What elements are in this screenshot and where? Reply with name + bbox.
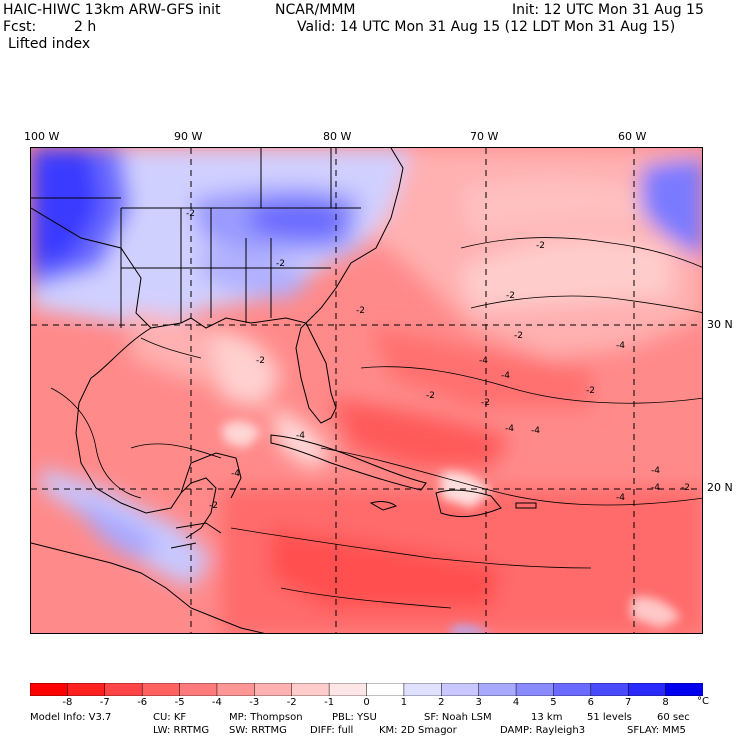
colorbar-tick-label: 8 — [662, 697, 669, 708]
colorbar-tick-label: -8 — [62, 697, 73, 708]
contour-lines — [50, 237, 702, 609]
contour-label-group: -2 -2 -2 -2 -2 -2 -2 -2 -4 -4 -4 -4 -4 -4 -4 -4 -2 -2 -4 -4… — [186, 209, 690, 511]
model-info-diff: DIFF: full — [310, 725, 354, 736]
colorbar-tick-label: 0 — [363, 697, 370, 708]
colorbar-swatch — [403, 682, 443, 697]
lat-label-20n: 20 N — [707, 481, 733, 494]
field-detail — [221, 421, 681, 633]
colorbar-tick-label: 2 — [438, 697, 445, 708]
contour-label: -4 — [505, 424, 514, 434]
colorbar — [29, 681, 704, 697]
colorbar-unit: °C — [697, 696, 709, 707]
organization-label: NCAR/MMM — [275, 2, 356, 18]
colorbar-tick-label: -5 — [174, 697, 185, 708]
lon-label-70w: 70 W — [470, 130, 499, 143]
contour-label: -2 — [426, 391, 435, 401]
map-canvas: -2 -2 -2 -2 -2 -2 -2 -2 -4 -4 -4 -4 -4 -4 -4 -4 -2 -2 -4 -4… — [31, 148, 702, 633]
contour-label: -4 — [651, 466, 660, 476]
colorbar-tick-label: 6 — [587, 697, 594, 708]
contour-label: -2 — [356, 306, 365, 316]
colorbar-swatch — [29, 682, 69, 697]
colorbar-swatch — [216, 682, 256, 697]
contour-label: -2 — [506, 291, 515, 301]
colorbar-swatch — [254, 682, 293, 697]
lat-label-30n: 30 N — [707, 318, 733, 331]
colorbar-tick-label: 3 — [475, 697, 482, 708]
contour-label: -2 — [514, 331, 523, 341]
colorbar-tick-label: -2 — [286, 697, 297, 708]
colorbar-swatch — [441, 682, 480, 697]
colorbar-tick-label: 4 — [512, 697, 520, 708]
colorbar-swatch — [553, 682, 592, 697]
lon-label-90w: 90 W — [174, 130, 203, 143]
model-info-sf: SF: Noah LSM — [424, 712, 492, 723]
model-info-pbl: PBL: YSU — [332, 712, 377, 723]
colorbar-swatch — [179, 682, 218, 697]
colorbar-tick-label: 5 — [550, 697, 557, 708]
colorbar-tick-label: -3 — [249, 697, 260, 708]
colorbar-swatch — [67, 682, 106, 697]
colorbar-swatch — [590, 682, 629, 697]
colorbar-swatch — [366, 682, 405, 697]
model-info-levels: 51 levels — [587, 712, 632, 723]
coastlines — [31, 148, 537, 633]
colorbar-tick-label: 1 — [400, 697, 408, 708]
lon-label-60w: 60 W — [618, 130, 647, 143]
colorbar-swatch — [515, 682, 555, 697]
colorbar-swatch — [291, 682, 330, 697]
contour-label: -4 — [501, 371, 510, 381]
contour-label: -4 — [531, 426, 540, 436]
colorbar-tick-label: -6 — [137, 697, 148, 708]
colorbar-swatch — [141, 682, 181, 697]
colorbar-tick-label: -1 — [324, 697, 335, 708]
colorbar-swatch — [627, 682, 667, 697]
colorbar-tick-label: -4 — [211, 697, 222, 708]
model-info-sw: SW: RRTMG — [229, 725, 287, 736]
contour-label: -2 — [256, 356, 265, 366]
colorbar-swatch — [104, 682, 143, 697]
valid-time: Valid: 14 UTC Mon 31 Aug 15 (12 LDT Mon … — [297, 19, 676, 35]
forecast-value: 2 h — [74, 19, 97, 35]
lon-label-100w: 100 W — [24, 130, 60, 143]
colorbar-swatch — [328, 682, 368, 697]
contour-label: -4 — [616, 493, 625, 503]
model-info-sflay: SFLAY: MM5 — [627, 725, 686, 736]
contour-label: -4 — [479, 356, 488, 366]
colorbar-tick-label: -7 — [99, 697, 110, 708]
contour-label: -4 — [616, 341, 625, 351]
contour-label: -2 — [209, 501, 218, 511]
contour-label: -2 — [586, 386, 595, 396]
contour-label: -2 — [681, 483, 690, 493]
lon-label-80w: 80 W — [323, 130, 352, 143]
contour-label: -2 — [186, 209, 195, 219]
model-title: HAIC-HIWC 13km ARW-GFS init — [3, 2, 221, 18]
contour-label: -2 — [536, 241, 545, 251]
colorbar-swatch — [478, 682, 517, 697]
forecast-label: Fcst: — [3, 19, 37, 35]
model-info-res: 13 km — [531, 712, 563, 723]
lifted-index-map: -2 -2 -2 -2 -2 -2 -2 -2 -4 -4 -4 -4 -4 -4 -4 -4 -2 -2 -4 -4… — [30, 147, 703, 634]
model-info-damp: DAMP: Rayleigh3 — [500, 725, 586, 736]
colorbar-swatch — [665, 682, 704, 697]
contour-label: -4 — [651, 483, 660, 493]
colorbar-tick-label: 7 — [625, 697, 632, 708]
model-info-cu: CU: KF — [153, 712, 187, 723]
model-info-km: KM: 2D Smagor — [379, 725, 457, 736]
field-shading — [31, 148, 702, 633]
contour-label: -4 — [296, 431, 305, 441]
init-time: Init: 12 UTC Mon 31 Aug 15 — [512, 2, 704, 18]
contour-label: -2 — [276, 259, 285, 269]
lat-lon-grid — [31, 148, 702, 633]
contour-label: -2 — [481, 398, 490, 408]
colorbar-swatches — [29, 682, 704, 697]
model-info-timestep: 60 sec — [657, 712, 690, 723]
field-name: Lifted index — [8, 36, 91, 52]
model-info-mp: MP: Thompson — [229, 712, 303, 723]
model-info-version: Model Info: V3.7 — [30, 712, 112, 723]
model-info-lw: LW: RRTMG — [153, 725, 210, 736]
contour-label: -4 — [231, 469, 240, 479]
